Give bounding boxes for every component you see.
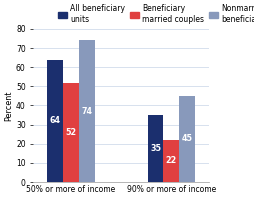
- Bar: [178, 96, 194, 182]
- Y-axis label: Percent: Percent: [4, 90, 13, 121]
- Text: 74: 74: [81, 107, 92, 116]
- Text: 52: 52: [65, 128, 76, 137]
- Bar: [163, 140, 178, 182]
- Bar: [78, 40, 94, 182]
- Text: 45: 45: [181, 134, 192, 144]
- Text: 22: 22: [165, 156, 176, 166]
- Text: 64: 64: [50, 116, 60, 125]
- Text: 35: 35: [149, 144, 160, 153]
- Bar: [63, 83, 78, 182]
- Legend: All beneficiary
units, Beneficiary
married couples, Nonmarried
beneficiaries: All beneficiary units, Beneficiary marri…: [58, 4, 254, 24]
- Bar: [47, 60, 63, 182]
- Bar: [147, 115, 163, 182]
